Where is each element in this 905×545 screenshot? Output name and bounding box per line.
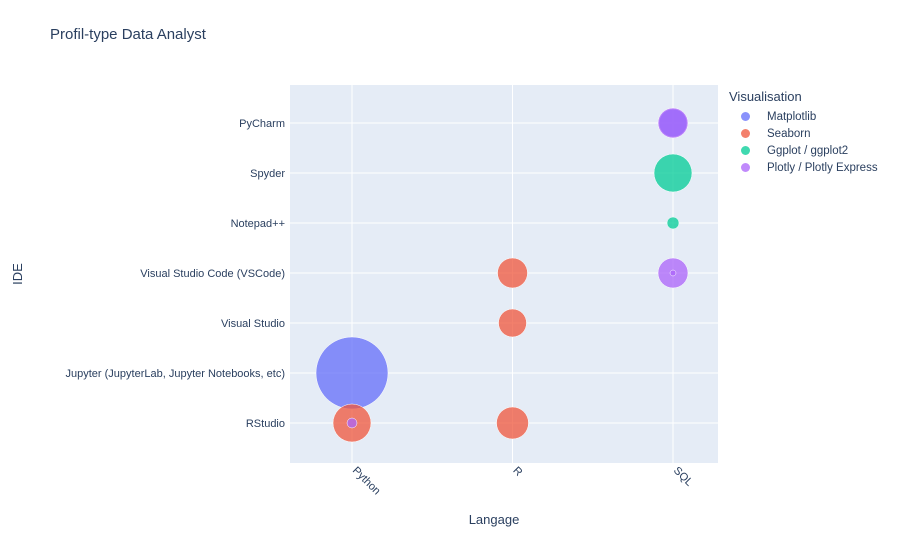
y-tick-label: Jupyter (JupyterLab, Jupyter Notebooks, … <box>66 368 286 380</box>
y-tick-label: Notepad++ <box>231 218 285 230</box>
legend-label: Plotly / Plotly Express <box>767 161 878 174</box>
y-tick-label: RStudio <box>246 418 285 430</box>
legend-label: Seaborn <box>767 127 811 140</box>
y-tick-label: PyCharm <box>239 118 285 130</box>
legend-swatch <box>741 146 750 155</box>
bubble-point <box>657 107 689 139</box>
y-axis-title: IDE <box>10 263 25 285</box>
bubble-point <box>653 153 693 193</box>
x-tick-label: Python <box>350 465 383 498</box>
y-tick-label: Spyder <box>250 168 285 180</box>
bubble-point <box>666 216 680 230</box>
legend: Visualisation Matplotlib Seaborn Ggplot / … <box>729 89 878 176</box>
legend-items: Matplotlib Seaborn Ggplot / ggplot2 Plotly … <box>729 108 878 176</box>
legend-title: Visualisation <box>729 89 802 104</box>
legend-item[interactable]: Ggplot / ggplot2 <box>729 142 878 159</box>
legend-item[interactable]: Seaborn <box>729 125 878 142</box>
legend-item[interactable]: Plotly / Plotly Express <box>729 159 878 176</box>
bubble-point <box>497 257 528 289</box>
y-tick-label: Visual Studio Code (VSCode) <box>140 268 285 280</box>
bubble-point <box>346 417 358 429</box>
bubble-point <box>498 308 527 338</box>
legend-swatch <box>741 129 750 138</box>
bubble-point <box>315 336 389 410</box>
legend-label: Ggplot / ggplot2 <box>767 144 849 157</box>
x-axis-title: Langage <box>469 512 520 527</box>
bubble-point <box>496 406 529 440</box>
legend-swatch <box>741 163 750 172</box>
x-tick-label: SQL <box>671 465 695 489</box>
bubble-point <box>669 269 677 277</box>
x-tick-label: R <box>510 465 524 479</box>
y-tick-label: Visual Studio <box>221 318 285 330</box>
legend-swatch <box>741 112 750 121</box>
legend-item[interactable]: Matplotlib <box>729 108 878 125</box>
legend-label: Matplotlib <box>767 110 817 123</box>
chart-title: Profil-type Data Analyst <box>50 26 206 43</box>
